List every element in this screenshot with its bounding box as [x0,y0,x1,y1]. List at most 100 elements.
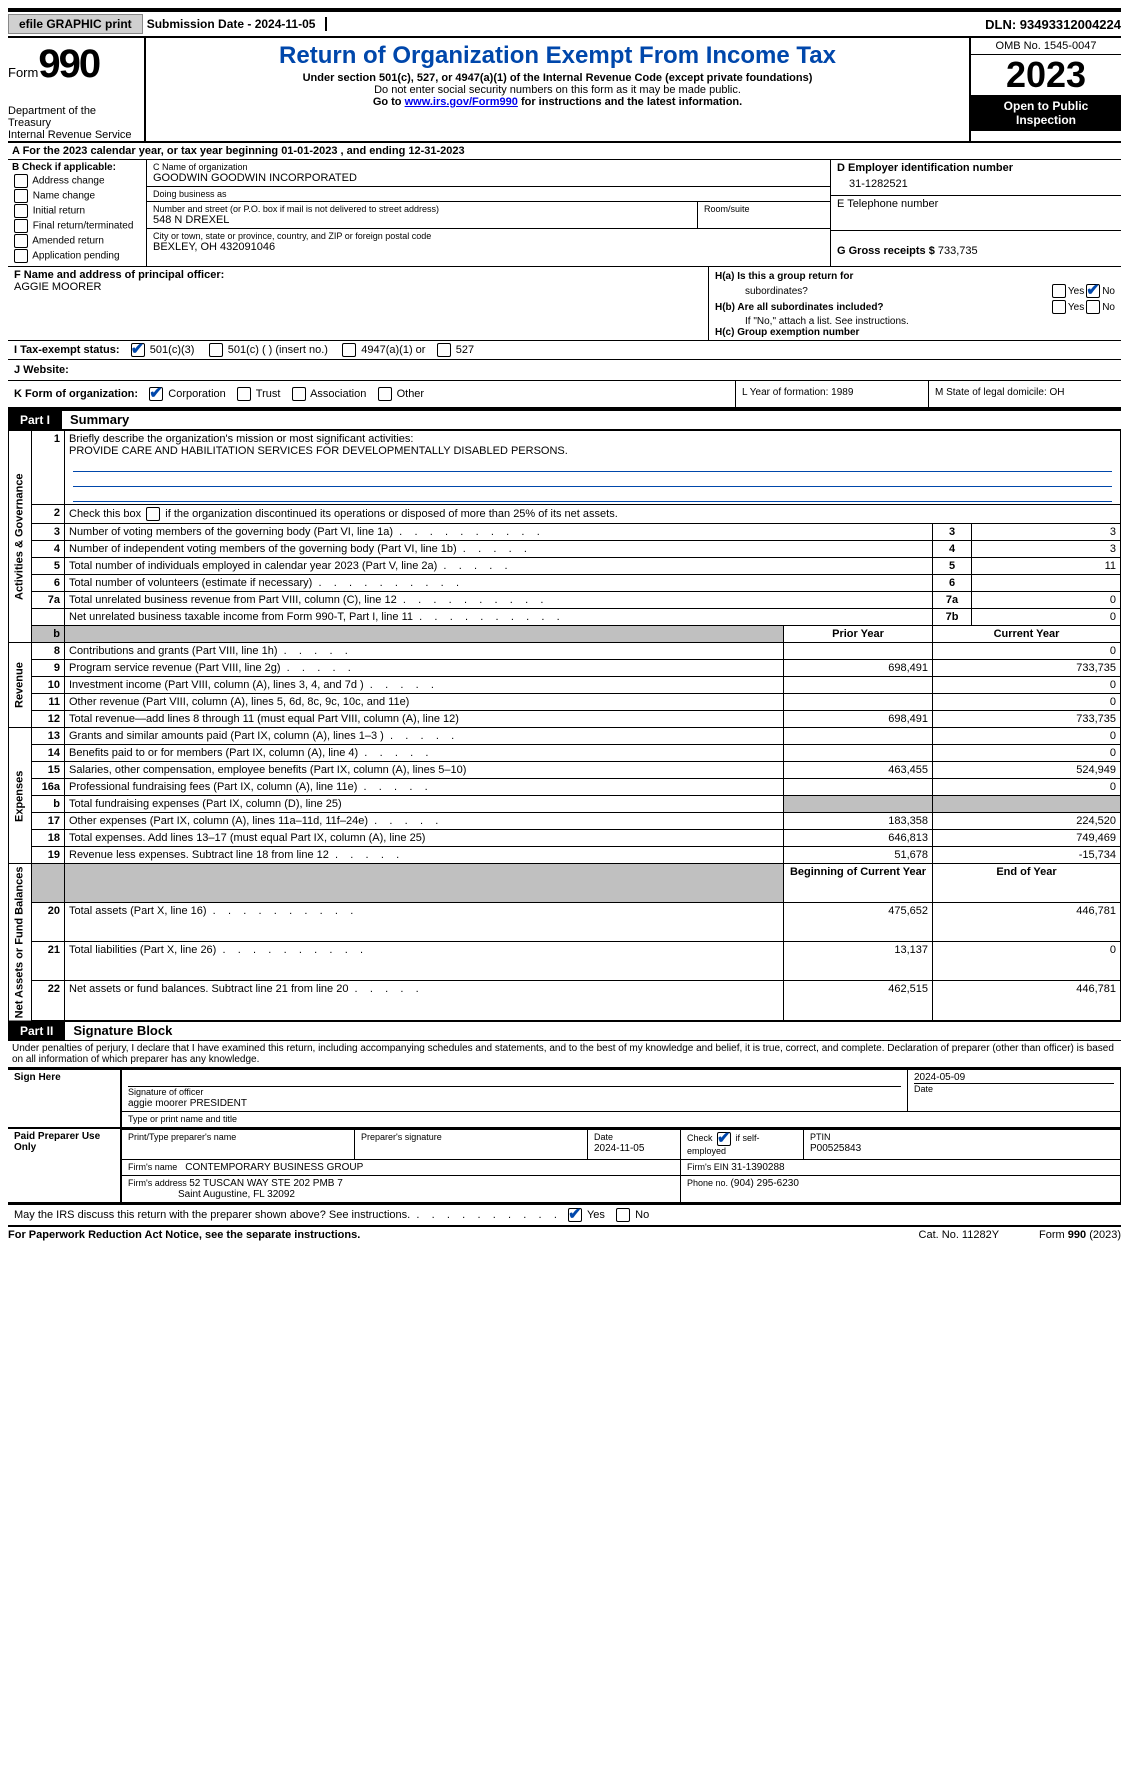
line-14-prior [784,745,933,762]
telephone-label: E Telephone number [837,198,1115,210]
ein-label: D Employer identification number [837,162,1115,174]
omb-number: OMB No. 1545-0047 [971,38,1121,55]
other-checkbox[interactable] [378,387,392,401]
org-name-label: C Name of organization [153,162,824,172]
527-checkbox[interactable] [437,343,451,357]
ein-value: 31-1282521 [837,174,1115,190]
form-word: Form [8,65,38,80]
application-pending-checkbox[interactable] [14,249,28,263]
city-value: BEXLEY, OH 432091046 [153,241,824,253]
firm-address-2: Saint Augustine, FL 32092 [178,1189,295,1200]
firm-name: CONTEMPORARY BUSINESS GROUP [185,1162,363,1173]
sign-here-table: Sign Here Signature of officer aggie moo… [8,1069,1121,1129]
vtab-governance: Activities & Governance [9,431,32,643]
line-11-prior [784,694,933,711]
sig-date: 2024-05-09 [914,1072,965,1083]
gross-receipts-value: 733,735 [938,245,978,257]
firm-phone: (904) 295-6230 [731,1178,799,1189]
part-1-header: Part ISummary [8,409,1121,430]
firm-ein: 31-1390288 [731,1162,784,1173]
line-10-current: 0 [933,677,1121,694]
line-20-current: 446,781 [933,903,1121,942]
header-center: Return of Organization Exempt From Incom… [146,38,969,141]
paid-preparer-label: Paid Preparer Use Only [8,1129,121,1203]
efile-print-button[interactable]: efile GRAPHIC print [8,14,143,34]
prep-date: 2024-11-05 [594,1143,644,1154]
line-4-value: 3 [972,541,1121,558]
street-label: Number and street (or P.O. box if mail i… [153,204,691,214]
room-suite-label: Room/suite [698,202,830,228]
irs-link[interactable]: www.irs.gov/Form990 [405,96,518,108]
b-header: B Check if applicable: [12,162,142,173]
submission-date: Submission Date - 2024-11-05 [147,17,328,31]
amended-return-checkbox[interactable] [14,234,28,248]
corporation-checkbox[interactable] [149,387,163,401]
line-9-current: 733,735 [933,660,1121,677]
line-17-current: 224,520 [933,813,1121,830]
line-10-prior [784,677,933,694]
vtab-net-assets: Net Assets or Fund Balances [9,864,32,1021]
header-sub1: Under section 501(c), 527, or 4947(a)(1)… [156,72,959,84]
vtab-revenue: Revenue [9,643,32,728]
tax-year: 2023 [971,55,1121,95]
subordinates-yes-checkbox[interactable] [1052,300,1066,314]
form-number: 990 [38,42,99,86]
initial-return-checkbox[interactable] [14,204,28,218]
name-change-checkbox[interactable] [14,189,28,203]
subordinates-no-checkbox[interactable] [1086,300,1100,314]
line-8-current: 0 [933,643,1121,660]
group-exemption-label: H(c) Group exemption number [715,327,859,338]
line-9-prior: 698,491 [784,660,933,677]
ptin: P00525843 [810,1143,861,1154]
line-15-prior: 463,455 [784,762,933,779]
trust-checkbox[interactable] [237,387,251,401]
self-employed-checkbox[interactable] [717,1132,731,1146]
501c-checkbox[interactable] [209,343,223,357]
line-16a-prior [784,779,933,796]
street-value: 548 N DREXEL [153,214,691,226]
line-6-value [972,575,1121,592]
dba-label: Doing business as [153,189,824,199]
sign-here-label: Sign Here [8,1069,121,1128]
line-5-value: 11 [972,558,1121,575]
final-return-checkbox[interactable] [14,219,28,233]
column-d: D Employer identification number 31-1282… [830,160,1121,266]
dln: DLN: 93493312004224 [985,17,1121,32]
line-8-prior [784,643,933,660]
line-15-current: 524,949 [933,762,1121,779]
line-19-prior: 51,678 [784,847,933,864]
footer-left: For Paperwork Reduction Act Notice, see … [8,1229,879,1241]
group-return-yes-checkbox[interactable] [1052,284,1066,298]
firm-address-1: 52 TUSCAN WAY STE 202 PMB 7 [189,1178,343,1189]
section-j-website: J Website: [8,360,1121,381]
org-name: GOODWIN GOODWIN INCORPORATED [153,172,824,184]
line-22-current: 446,781 [933,981,1121,1021]
discuss-yes-checkbox[interactable] [568,1208,582,1222]
header-sub2: Do not enter social security numbers on … [156,84,959,96]
association-checkbox[interactable] [292,387,306,401]
section-i: I Tax-exempt status: 501(c)(3) 501(c) ( … [8,341,1121,360]
principal-officer: F Name and address of principal officer:… [8,267,709,340]
discuss-no-checkbox[interactable] [616,1208,630,1222]
group-return-no-checkbox[interactable] [1086,284,1100,298]
line-7b-value: 0 [972,609,1121,626]
line-21-current: 0 [933,942,1121,981]
line-22-prior: 462,515 [784,981,933,1021]
column-c: C Name of organization GOODWIN GOODWIN I… [147,160,830,266]
paid-preparer-table: Paid Preparer Use Only Print/Type prepar… [8,1129,1121,1204]
state-domicile: M State of legal domicile: OH [928,381,1121,407]
address-change-checkbox[interactable] [14,174,28,188]
line-18-current: 749,469 [933,830,1121,847]
line-16a-current: 0 [933,779,1121,796]
discontinued-checkbox[interactable] [146,507,160,521]
part-2-header: Part IISignature Block [8,1022,1121,1041]
4947-checkbox[interactable] [342,343,356,357]
row-a-tax-year: A For the 2023 calendar year, or tax yea… [8,143,1121,160]
footer-right: Form 990 (2023) [1039,1229,1121,1241]
line-12-prior: 698,491 [784,711,933,728]
line-20-prior: 475,652 [784,903,933,942]
officer-name: AGGIE MOORER [14,281,702,293]
501c3-checkbox[interactable] [131,343,145,357]
line-11-current: 0 [933,694,1121,711]
footer-catno: Cat. No. 11282Y [879,1229,1040,1241]
